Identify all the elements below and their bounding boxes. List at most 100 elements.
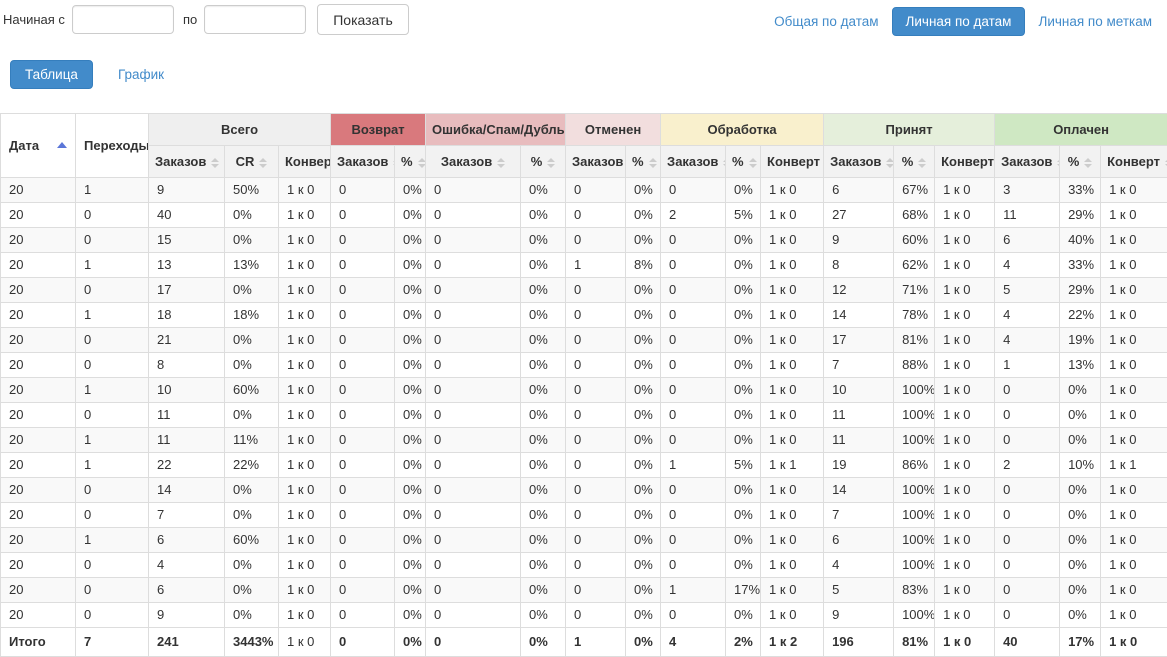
table-cell: 1 к 0 <box>279 378 331 403</box>
table-cell: 0% <box>395 253 426 278</box>
col-header-transitions[interactable]: Переходы <box>76 114 149 178</box>
col-header-date[interactable]: Дата <box>1 114 76 178</box>
table-cell: 29% <box>1060 203 1101 228</box>
table-cell: 9 <box>149 603 225 628</box>
date-from-label: Начиная с <box>3 12 65 27</box>
table-cell: 0% <box>626 278 661 303</box>
table-cell: 5% <box>726 203 761 228</box>
subcol-header-1-0[interactable]: Заказов <box>331 146 395 178</box>
table-cell: 0% <box>395 453 426 478</box>
table-cell: 1 <box>995 353 1060 378</box>
table-cell: 1 к 0 <box>279 503 331 528</box>
subcol-header-2-1[interactable]: % <box>521 146 566 178</box>
table-cell: 0% <box>395 478 426 503</box>
table-cell: 20 <box>1 503 76 528</box>
table-cell: 20 <box>1 478 76 503</box>
table-cell: 0% <box>521 253 566 278</box>
table-cell: 1 к 0 <box>935 578 995 603</box>
subcol-header-3-1[interactable]: % <box>626 146 661 178</box>
table-cell: 68% <box>894 203 935 228</box>
table-cell: 9 <box>824 603 894 628</box>
view-tab-general-by-dates[interactable]: Общая по датам <box>774 14 878 29</box>
totals-cell: 1 <box>566 628 626 657</box>
table-cell: 0 <box>995 528 1060 553</box>
table-cell: 6 <box>149 528 225 553</box>
table-cell: 67% <box>894 178 935 203</box>
date-filter-bar: Начиная с по Показать <box>3 4 409 35</box>
table-cell: 0% <box>726 178 761 203</box>
subcol-header-2-0[interactable]: Заказов <box>426 146 521 178</box>
subcol-header-0-1[interactable]: CR <box>225 146 279 178</box>
subcol-header-4-1[interactable]: % <box>726 146 761 178</box>
table-cell: 6 <box>824 528 894 553</box>
show-button[interactable]: Показать <box>317 4 409 35</box>
table-cell: 0 <box>426 453 521 478</box>
table-cell: 0 <box>76 328 149 353</box>
table-cell: 62% <box>894 253 935 278</box>
table-cell: 71% <box>894 278 935 303</box>
table-cell: 20 <box>1 603 76 628</box>
table-cell: 88% <box>894 353 935 378</box>
table-cell: 20 <box>1 453 76 478</box>
table-cell: 0 <box>661 178 726 203</box>
table-cell: 1 к 0 <box>1101 178 1167 203</box>
subcol-header-5-1[interactable]: % <box>894 146 935 178</box>
subcol-header-6-2[interactable]: Конверт <box>1101 146 1167 178</box>
table-cell: 1 к 0 <box>935 453 995 478</box>
table-cell: 0 <box>661 378 726 403</box>
subcol-header-6-0[interactable]: Заказов <box>995 146 1060 178</box>
subcol-header-0-0[interactable]: Заказов <box>149 146 225 178</box>
report-view-switcher: Общая по датам Личная по датам Личная по… <box>761 7 1165 36</box>
table-cell: 0% <box>626 578 661 603</box>
table-cell: 0% <box>395 203 426 228</box>
table-cell: 100% <box>894 553 935 578</box>
table-cell: 0 <box>661 353 726 378</box>
table-cell: 1 к 0 <box>935 203 995 228</box>
table-cell: 0% <box>626 328 661 353</box>
subcol-header-4-0[interactable]: Заказов <box>661 146 726 178</box>
table-cell: 1 к 0 <box>1101 228 1167 253</box>
table-cell: 1 к 0 <box>1101 578 1167 603</box>
table-cell: 14 <box>149 478 225 503</box>
subcol-header-4-2[interactable]: Конверт <box>761 146 824 178</box>
table-cell: 1 к 0 <box>761 603 824 628</box>
table-cell: 0% <box>1060 603 1101 628</box>
view-tab-personal-by-tags[interactable]: Личная по меткам <box>1038 14 1152 29</box>
table-cell: 0 <box>661 328 726 353</box>
view-tab-personal-by-dates[interactable]: Личная по датам <box>892 7 1026 36</box>
subcol-header-6-1[interactable]: % <box>1060 146 1101 178</box>
table-cell: 0% <box>626 603 661 628</box>
table-cell: 20 <box>1 253 76 278</box>
table-cell: 0 <box>426 303 521 328</box>
subcol-header-5-2[interactable]: Конверт <box>935 146 995 178</box>
table-cell: 1 к 0 <box>279 478 331 503</box>
subcol-header-0-2[interactable]: Конверт <box>279 146 331 178</box>
table-cell: 0 <box>331 428 395 453</box>
date-from-input[interactable] <box>72 5 174 34</box>
tab-chart[interactable]: График <box>118 67 164 82</box>
table-cell: 0% <box>1060 528 1101 553</box>
subcol-header-5-0[interactable]: Заказов <box>824 146 894 178</box>
table-cell: 1 к 0 <box>279 453 331 478</box>
table-cell: 4 <box>995 303 1060 328</box>
subcol-header-1-1[interactable]: % <box>395 146 426 178</box>
table-cell: 0% <box>225 553 279 578</box>
date-to-input[interactable] <box>204 5 306 34</box>
tab-table[interactable]: Таблица <box>10 60 93 89</box>
table-cell: 1 к 0 <box>279 203 331 228</box>
table-cell: 0% <box>726 253 761 278</box>
subcol-header-3-0[interactable]: Заказов <box>566 146 626 178</box>
table-cell: 0% <box>395 428 426 453</box>
table-cell: 0% <box>395 503 426 528</box>
table-cell: 1 к 0 <box>1101 478 1167 503</box>
table-cell: 0 <box>661 278 726 303</box>
table-cell: 20 <box>1 303 76 328</box>
table-cell: 5 <box>995 278 1060 303</box>
table-cell: 0% <box>626 203 661 228</box>
table-cell: 0% <box>1060 403 1101 428</box>
table-cell: 7 <box>824 353 894 378</box>
table-cell: 0% <box>626 403 661 428</box>
